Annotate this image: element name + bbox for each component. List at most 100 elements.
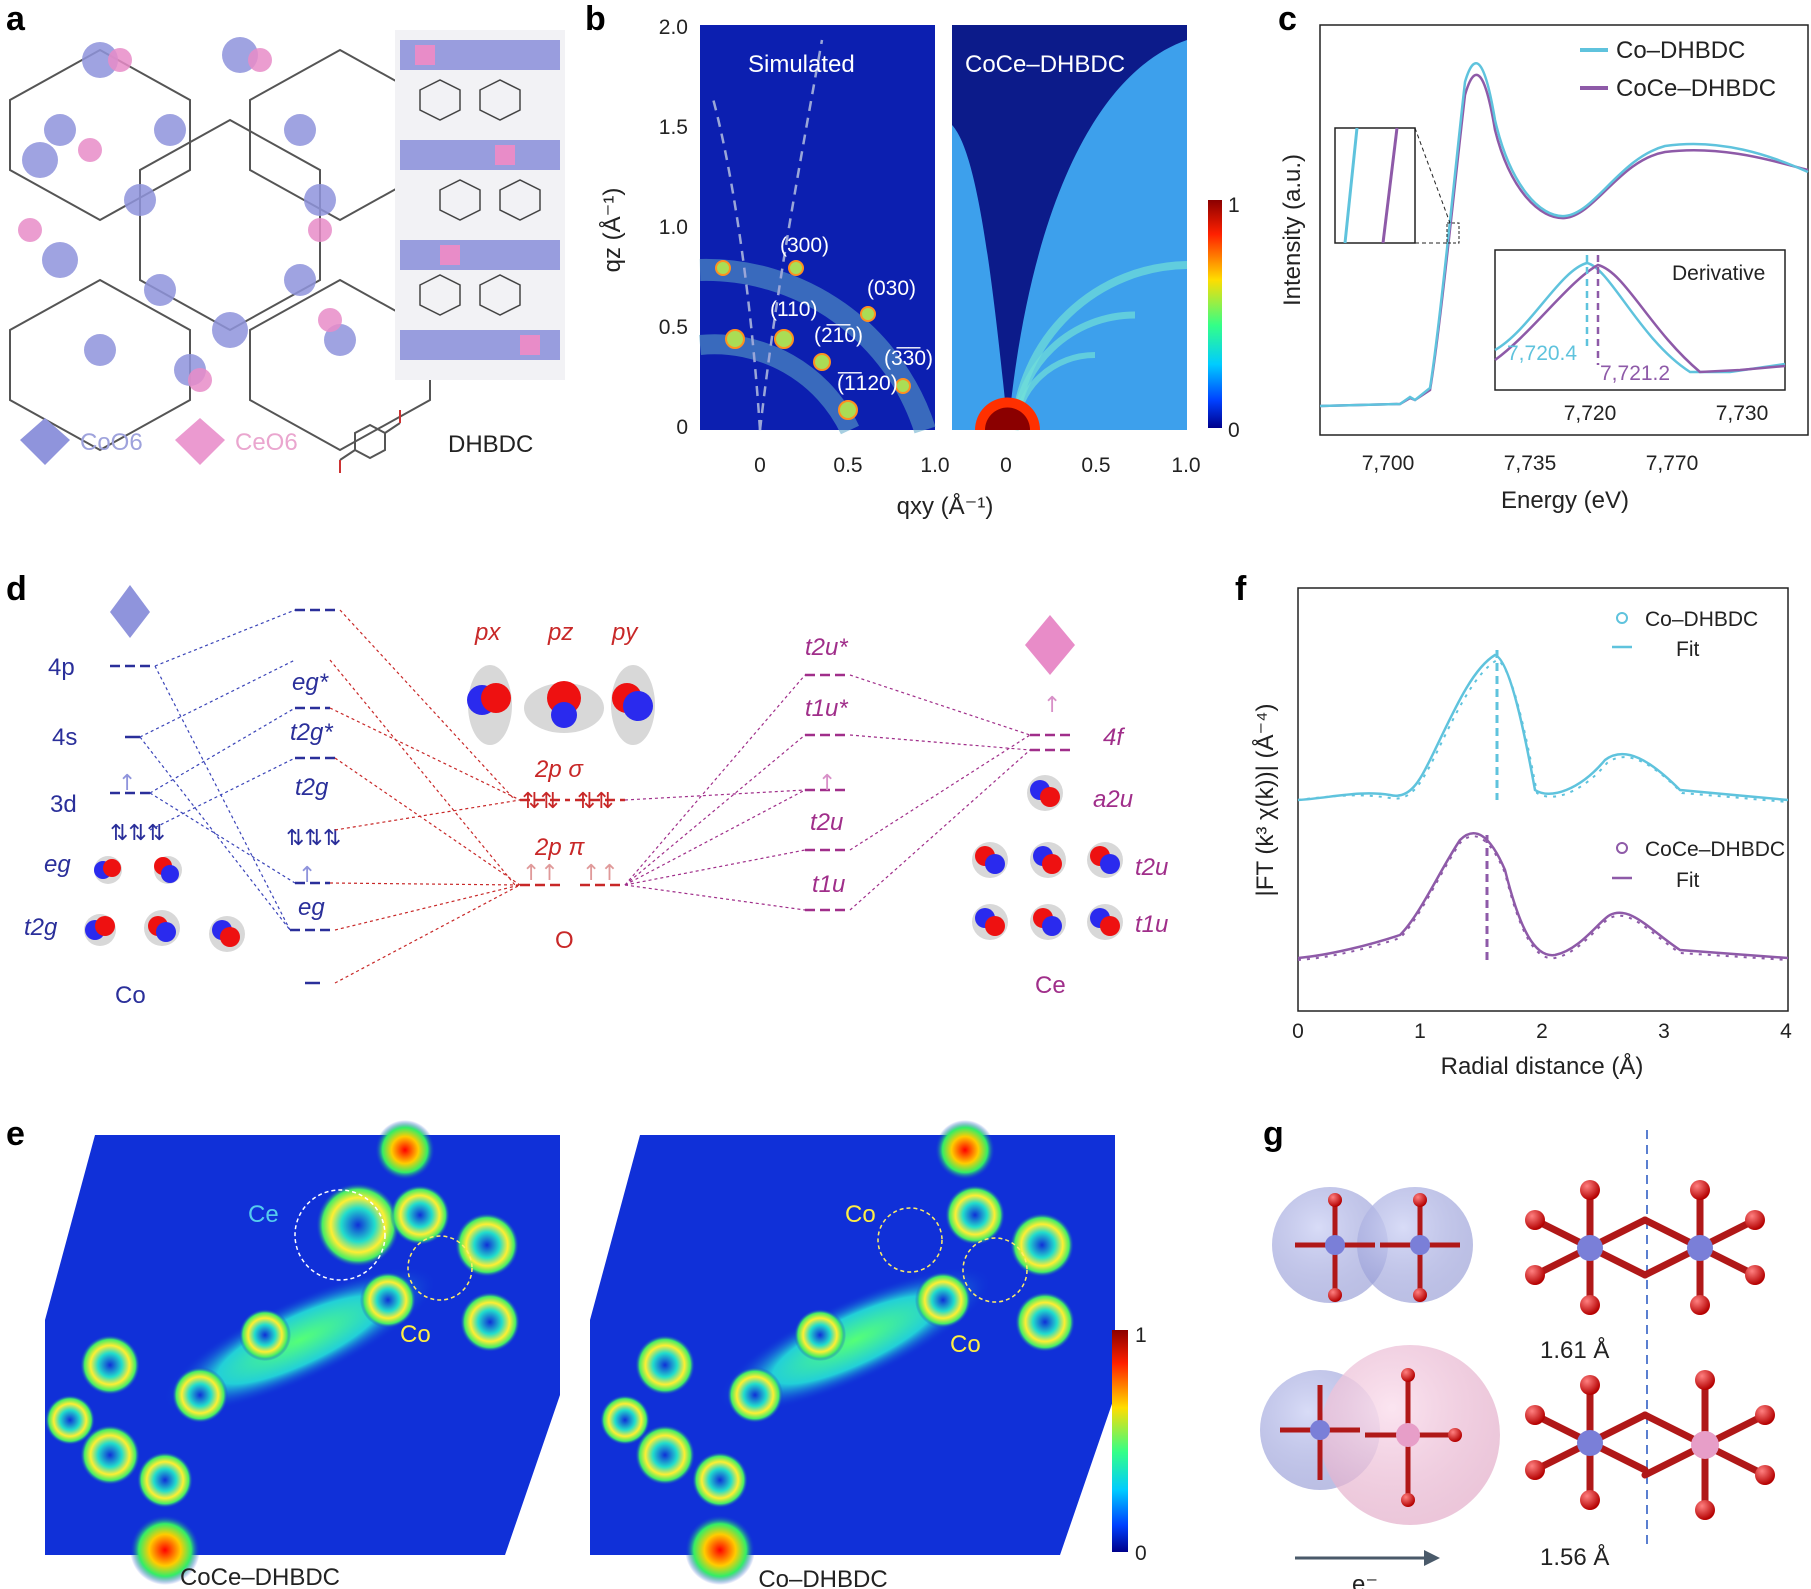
c-zoom-connector bbox=[1414, 127, 1451, 224]
o-2p-pi-label: 2p π bbox=[534, 834, 585, 861]
svg-text:⇅⇅⇅: ⇅⇅⇅ bbox=[286, 826, 341, 851]
co-4p-label: 4p bbox=[48, 654, 75, 681]
e-colorbar-min: 0 bbox=[1135, 1542, 1147, 1565]
o-px-label: px bbox=[474, 619, 501, 646]
mo-eg-label: eg bbox=[298, 894, 325, 921]
b-reflection-label: (110) bbox=[770, 298, 817, 321]
e-colorbar-max: 1 bbox=[1135, 1324, 1147, 1347]
coo6-legend-icon bbox=[20, 418, 70, 465]
o-py-label: py bbox=[611, 619, 639, 646]
b-reflection-label: (̅1̅120) bbox=[837, 372, 898, 395]
co-octahedron-icon bbox=[110, 585, 150, 638]
o-labels: px pz py 2p σ 2p π O bbox=[474, 619, 639, 954]
mo-eg-star-label: eg* bbox=[292, 669, 329, 696]
f-legend-co-symbol bbox=[1616, 612, 1628, 624]
f-xtick: 1 bbox=[1414, 1020, 1426, 1043]
f-co-fit bbox=[1297, 653, 1789, 802]
b-colorbar-min: 0 bbox=[1228, 419, 1240, 442]
e-right-co-label-2: Co bbox=[950, 1331, 981, 1358]
o-energy-levels bbox=[520, 798, 625, 887]
o-mo-connectors bbox=[329, 609, 521, 984]
c-xtick: 7,700 bbox=[1362, 452, 1415, 475]
f-co-data bbox=[1297, 658, 1789, 803]
b-guide-lines bbox=[710, 39, 824, 431]
b-ytick: 0 bbox=[676, 416, 688, 439]
f-legend-co-fit: Fit bbox=[1676, 638, 1699, 661]
b-beam-center-core bbox=[985, 407, 1030, 430]
c-ylabel: Intensity (a.u.) bbox=[1279, 154, 1306, 306]
g-distance-bottom: 1.56 Å bbox=[1540, 1543, 1609, 1571]
ce-mo-connectors bbox=[624, 674, 1031, 911]
c-zoom-coce bbox=[1381, 127, 1399, 244]
c-derivative-inset bbox=[1494, 249, 1786, 391]
o-pz-label: pz bbox=[547, 619, 573, 646]
dhbdc-legend-label: DHBDC bbox=[448, 431, 533, 458]
ceo6-legend-icon bbox=[175, 418, 225, 465]
panel-a-label: a bbox=[6, 0, 26, 38]
ce-t2u-star-label: t2u* bbox=[805, 634, 848, 661]
b-xtick: 0.5 bbox=[833, 454, 862, 477]
ce-electrons: ↑ ↑ bbox=[818, 693, 1061, 796]
panel-g-label: g bbox=[1263, 1115, 1284, 1153]
co-t2g-label: t2g bbox=[24, 914, 58, 941]
o-2p-sigma-label: 2p σ bbox=[534, 756, 584, 783]
c-inset-xtick: 7,730 bbox=[1716, 402, 1769, 425]
g-right-top-chain bbox=[1531, 1186, 1759, 1309]
e-right-caption: Co–DHBDC bbox=[758, 1566, 887, 1589]
ceo6-legend-label: CeO6 bbox=[235, 429, 298, 456]
e-left-co-label: Co bbox=[400, 1321, 431, 1348]
co-name-label: Co bbox=[115, 982, 146, 1009]
b-reflection-label: (2̅1̅0) bbox=[814, 324, 863, 347]
panel-b-label: b bbox=[585, 0, 606, 38]
c-xtick: 7,735 bbox=[1504, 452, 1557, 475]
e-left-ce-label: Ce bbox=[248, 1201, 279, 1228]
c-inset-coce bbox=[1494, 263, 1786, 374]
dhbdc-molecule-icon bbox=[339, 410, 401, 473]
e-left-ce-site bbox=[294, 1189, 386, 1281]
g-right-bottom-chain bbox=[1531, 1376, 1769, 1514]
o-electrons: ⇅⇅ ⇅⇅ ↑↑ ↑↑ bbox=[522, 789, 619, 886]
panel-e-label: e bbox=[6, 1115, 25, 1153]
f-legend-coce-fit: Fit bbox=[1676, 869, 1699, 892]
ce-a2u-label: a2u bbox=[1093, 786, 1133, 813]
e-right-co-site-1 bbox=[877, 1207, 943, 1273]
panel-e: e Ce Co CoCe–DHBDC bbox=[6, 1115, 1147, 1589]
b-xlabel: qxy (Å⁻¹) bbox=[897, 492, 994, 520]
c-zoom-box bbox=[1446, 222, 1460, 244]
panel-c-label: c bbox=[1278, 0, 1297, 38]
f-xtick: 2 bbox=[1536, 1020, 1548, 1043]
b-reflection-label: (030) bbox=[867, 277, 916, 300]
c-inset-value-coce: 7,721.2 bbox=[1600, 362, 1670, 385]
svg-text:⇅⇅⇅: ⇅⇅⇅ bbox=[110, 821, 165, 846]
g-distance-top: 1.61 Å bbox=[1540, 1336, 1609, 1364]
co-3d-label: 3d bbox=[50, 791, 77, 818]
b-ylabel: qz (Å⁻¹) bbox=[598, 188, 626, 273]
panel-b: b qz (Å⁻¹) 2.0 1.5 1.0 0.5 0 (300) (030)… bbox=[585, 0, 1240, 520]
co-octahedra bbox=[22, 37, 356, 386]
svg-text:↑↑: ↑↑ bbox=[522, 861, 559, 886]
b-colorbar-max: 1 bbox=[1228, 194, 1240, 217]
mo-t2g-star-label: t2g* bbox=[290, 719, 333, 746]
g-right-bottom-atoms bbox=[1525, 1370, 1775, 1520]
svg-text:↑↑: ↑↑ bbox=[582, 861, 619, 886]
ce-mo-levels bbox=[805, 673, 1075, 912]
g-electron-arrow-head bbox=[1424, 1550, 1440, 1566]
coo6-legend-label: CoO6 bbox=[80, 429, 143, 456]
co-mo-connectors bbox=[139, 609, 296, 931]
svg-text:↑: ↑ bbox=[298, 863, 316, 888]
b-ytick: 0.5 bbox=[659, 316, 688, 339]
e-right-co-label-1: Co bbox=[845, 1201, 876, 1228]
co-4s-label: 4s bbox=[52, 724, 77, 751]
b-reflection-label: (300) bbox=[780, 234, 829, 257]
c-inset-co bbox=[1494, 261, 1786, 374]
f-coce-fit bbox=[1297, 832, 1789, 960]
b-simulated-title: Simulated bbox=[748, 51, 855, 78]
b-xtick: 0.5 bbox=[1081, 454, 1110, 477]
f-xtick: 3 bbox=[1658, 1020, 1670, 1043]
panel-d: d ⇅⇅⇅ ⇅⇅⇅ ↑ ↑ bbox=[6, 570, 1168, 1009]
b-reflection-labels: (300) (030) (110) (2̅1̅0) (3̅3̅0) (̅1̅12… bbox=[770, 234, 933, 395]
co-energy-levels bbox=[110, 608, 340, 985]
g-right-top-atoms bbox=[1525, 1180, 1765, 1315]
g-left-atoms bbox=[1310, 1193, 1462, 1507]
ce-t1u-mo-label: t1u bbox=[812, 871, 845, 898]
